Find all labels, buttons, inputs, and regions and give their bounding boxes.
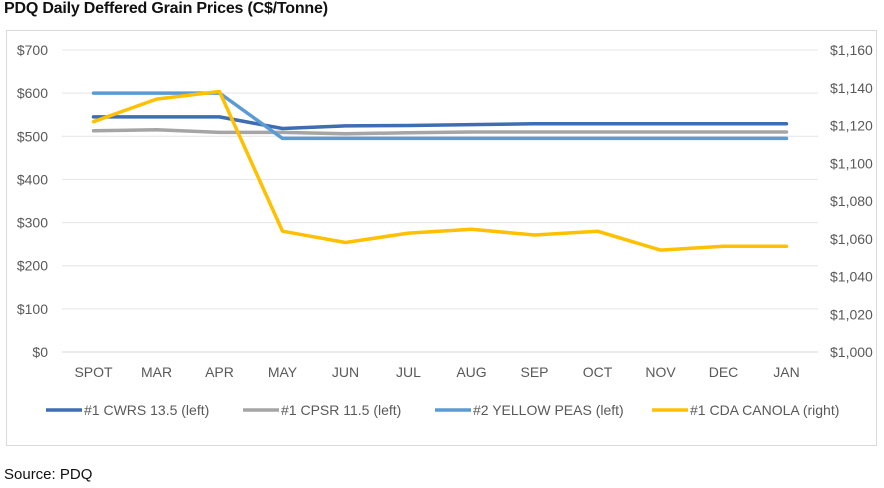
legend-label: #1 CPSR 11.5 (left) bbox=[281, 402, 401, 418]
series-line bbox=[91, 89, 789, 252]
right-tick-label: $1,040 bbox=[830, 269, 873, 285]
gridlines bbox=[62, 49, 818, 353]
legend-label: #2 YELLOW PEAS (left) bbox=[473, 402, 624, 418]
x-tick-label: JUL bbox=[396, 364, 421, 380]
left-axis: $0 $100 $200 $300 $400 $500 $600 $700 bbox=[17, 42, 48, 360]
source-note: Source: PDQ bbox=[4, 466, 93, 483]
x-tick-label: JAN bbox=[773, 364, 799, 380]
right-tick-label: $1,160 bbox=[830, 42, 873, 58]
left-tick-label: $700 bbox=[17, 42, 48, 58]
legend-label: #1 CDA CANOLA (right) bbox=[690, 402, 839, 418]
right-tick-label: $1,020 bbox=[830, 306, 873, 322]
left-tick-label: $0 bbox=[32, 344, 48, 360]
left-tick-label: $200 bbox=[17, 258, 48, 274]
x-tick-label: SEP bbox=[520, 364, 548, 380]
left-tick-label: $300 bbox=[17, 215, 48, 231]
right-tick-label: $1,060 bbox=[830, 231, 873, 247]
x-tick-label: APR bbox=[205, 364, 234, 380]
right-axis: $1,000 $1,020 $1,040 $1,060 $1,080 $1,100 $1,1… bbox=[830, 42, 873, 360]
left-tick-label: $100 bbox=[17, 301, 48, 317]
series-line bbox=[91, 115, 789, 131]
right-tick-label: $1,120 bbox=[830, 118, 873, 134]
right-tick-label: $1,100 bbox=[830, 155, 873, 171]
x-axis: SPOT MAR APR MAY JUN JUL AUG SEP OCT NOV DEC JAN bbox=[74, 364, 799, 380]
right-tick-label: $1,140 bbox=[830, 80, 873, 96]
left-tick-label: $400 bbox=[17, 171, 48, 187]
left-tick-label: $600 bbox=[17, 85, 48, 101]
series-line bbox=[91, 128, 789, 136]
x-tick-label: AUG bbox=[456, 364, 486, 380]
x-tick-label: MAR bbox=[141, 364, 172, 380]
x-tick-label: DEC bbox=[709, 364, 739, 380]
legend: #1 CWRS 13.5 (left) #1 CPSR 11.5 (left) #2… bbox=[46, 402, 839, 418]
right-tick-label: $1,080 bbox=[830, 193, 873, 209]
x-tick-label: OCT bbox=[583, 364, 613, 380]
chart-title: PDQ Daily Deffered Grain Prices (C$/Tonn… bbox=[4, 0, 328, 17]
x-tick-label: JUN bbox=[332, 364, 359, 380]
left-tick-label: $500 bbox=[17, 128, 48, 144]
chart-area bbox=[6, 30, 877, 446]
x-tick-label: NOV bbox=[645, 364, 676, 380]
series-lines bbox=[91, 89, 789, 252]
x-tick-label: SPOT bbox=[74, 364, 113, 380]
right-tick-label: $1,000 bbox=[830, 344, 873, 360]
legend-label: #1 CWRS 13.5 (left) bbox=[84, 402, 209, 418]
x-tick-label: MAY bbox=[268, 364, 298, 380]
line-chart: $0$100$200$300$400$500$600$700 $1,000$1,… bbox=[17, 42, 873, 418]
